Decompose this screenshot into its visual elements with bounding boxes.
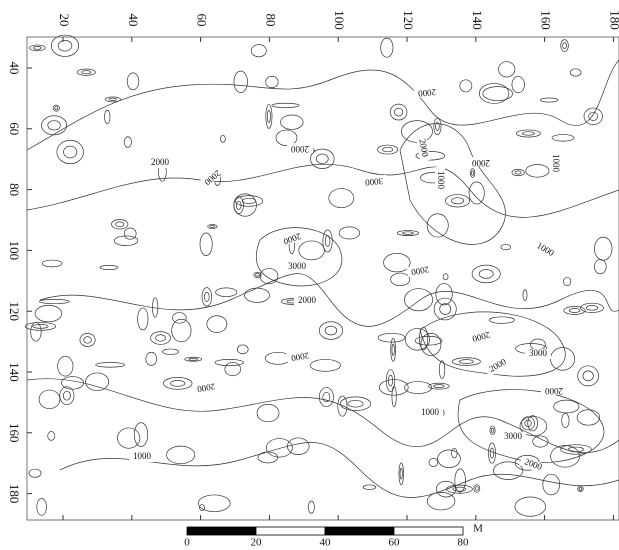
scale-segment [394,527,463,535]
x-tick-label: 80 [263,14,278,27]
x-tick-label: 40 [126,14,141,27]
x-tick-label: 180 [607,10,619,30]
y-tick-label: 80 [7,183,22,196]
contour-label: 2000 [545,386,564,396]
contour-label: 2000 [291,144,310,154]
contour-label: 1000 [551,154,561,173]
x-tick-label: 120 [401,10,416,30]
scale-segment [187,527,256,535]
contour-label: 1000 [436,171,446,190]
scale-bar: 0 20 40 60 80M [184,523,483,549]
contour-label: 3000 [364,176,383,188]
map-frame [27,37,619,520]
y-tick-label: 180 [7,484,22,504]
x-tick-label: 20 [57,14,72,27]
contour-label: 2000 [417,87,436,99]
scale-label: 20 [251,537,263,549]
y-tick-label: 40 [7,62,22,75]
contour-label: 2000 [298,295,317,305]
scale-label: 0 [184,537,190,549]
contour-map: 020406080M 20406080100120140160180406080… [0,0,619,550]
contour-label: 3000 [288,261,307,271]
y-tick-label: 60 [7,122,22,135]
contour-label: 3000 [504,431,523,441]
scale-segment [325,527,394,535]
scale-label: 60 [389,537,401,549]
scale-segment [256,527,325,535]
contour-label: 1000 [133,451,152,461]
scale-unit: M [473,523,483,535]
scale-label: 80 [458,537,470,549]
x-tick-label: 100 [332,10,347,30]
contour-label: 2000 [151,157,170,167]
x-tick-label: 140 [470,10,485,30]
y-tick-label: 140 [7,362,22,382]
x-tick-label: 160 [539,10,554,30]
contour-label: 2000 [472,158,491,168]
contour-label: 3000 [529,348,548,358]
x-tick-label: 60 [195,14,210,27]
y-tick-label: 160 [7,423,22,443]
contour-label: 1000 [421,407,440,417]
scale-label: 40 [320,537,332,549]
y-tick-label: 100 [7,241,22,261]
y-tick-label: 120 [7,301,22,321]
